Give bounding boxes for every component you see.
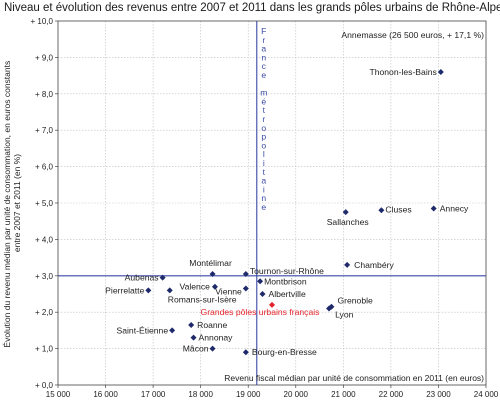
point-roanne (188, 321, 195, 328)
y-tick-label: + 9,0 (35, 53, 54, 62)
y-tick-label: + 8,0 (35, 90, 54, 99)
x-tick-label: 18 000 (188, 390, 213, 399)
point-layer: Thonon-les-Bains Annecy Cluses Sallanches Ch… (105, 67, 469, 357)
label-romans-sur-isere: Romans-sur-Isère (168, 294, 237, 304)
label-albertville: Albertville (268, 289, 305, 299)
label-tournon-sur-rhone: Tournon-sur-Rhône (250, 266, 324, 276)
y-tick-label: + 4,0 (35, 235, 54, 244)
x-tick-label: 17 000 (141, 390, 166, 399)
x-tick-label: 15 000 (46, 390, 71, 399)
label-cluses: Cluses (385, 204, 411, 214)
label-grandes-poles-urbains-francais: Grandes pôles urbains français (201, 307, 320, 317)
point-grandes-poles-urbains-francais (269, 301, 275, 308)
y-tick-label: + 10,0 (31, 17, 54, 26)
point-bourg-en-bresse (242, 349, 249, 356)
point-thonon-les-bains (437, 68, 444, 75)
label-valence: Valence (180, 282, 211, 292)
x-tick-label: 21 000 (331, 390, 356, 399)
label-aubenas: Aubenas (125, 273, 159, 283)
point-annonay (190, 334, 197, 341)
point-saint-etienne (169, 327, 176, 334)
label-annecy: Annecy (440, 203, 469, 213)
point-vienne (242, 285, 249, 292)
label-annonay: Annonay (199, 333, 234, 343)
y-axis-title: Évolution du revenu médian par unité de … (2, 58, 22, 347)
label-roanne: Roanne (197, 320, 227, 330)
label-pierrelatte: Pierrelatte (105, 285, 144, 295)
y-tick-label: + 7,0 (35, 126, 54, 135)
point-montbrison (257, 278, 264, 285)
point-valence (211, 283, 218, 290)
point-lyon (326, 305, 333, 312)
point-romans-sur-isere (166, 287, 173, 294)
label-montbrison: Montbrison (264, 276, 307, 286)
label-bourg-en-bresse: Bourg-en-Bresse (252, 347, 317, 357)
label-saint-etienne: Saint-Étienne (117, 325, 169, 335)
y-tick-label: + 2,0 (35, 308, 54, 317)
x-tick-label: 20 000 (284, 390, 309, 399)
label-chambery: Chambéry (354, 260, 394, 270)
y-axis-title-line-2: entre 2007 et 2011 (en %) (12, 154, 22, 252)
point-pierrelatte (145, 287, 152, 294)
point-cluses (378, 207, 385, 214)
y-tick-label: + 1,0 (35, 345, 54, 354)
point-chambery (344, 261, 351, 268)
chart-title: Niveau et évolution des revenus entre 20… (4, 2, 500, 14)
label-thonon-les-bains: Thonon-les-Bains (369, 67, 436, 77)
x-tick-label: 19 000 (236, 390, 261, 399)
point-montelimar (209, 270, 216, 277)
label-montelimar: Montélimar (189, 258, 232, 268)
label-lyon: Lyon (335, 310, 354, 320)
label-sallanches: Sallanches (327, 217, 369, 227)
y-tick-label: + 3,0 (35, 272, 54, 281)
point-albertville (259, 291, 266, 297)
label-macon: Mâcon (183, 344, 209, 354)
label-vienne: Vienne (215, 287, 242, 297)
x-tick-label: 23 000 (426, 390, 451, 399)
x-tick-label: 16 000 (93, 390, 118, 399)
point-sallanches (342, 209, 349, 216)
point-tournon-sur-rhone (242, 270, 249, 277)
y-axis-title-line-1: Évolution du revenu médian par unité de … (2, 61, 12, 348)
label-grenoble: Grenoble (337, 296, 373, 306)
y-tick-label: + 0,0 (35, 381, 54, 390)
point-annecy (430, 205, 437, 212)
point-macon (209, 345, 216, 352)
x-axis-title: Revenu fiscal médian par unité de consom… (224, 373, 484, 383)
y-tick-label: + 5,0 (35, 199, 54, 208)
annemasse-annotation: Annemasse (26 500 euros, + 17,1 %) (341, 30, 484, 40)
x-tick-label: 22 000 (379, 390, 404, 399)
tick-layer: + 0,0 + 1,0 + 2,0 + 3,0 + 4,0 + 5,0 + 6,0 + 7,0… (31, 17, 499, 399)
x-tick-label: 24 000 (474, 390, 499, 399)
y-tick-label: + 6,0 (35, 163, 54, 172)
point-aubenas (159, 274, 166, 281)
